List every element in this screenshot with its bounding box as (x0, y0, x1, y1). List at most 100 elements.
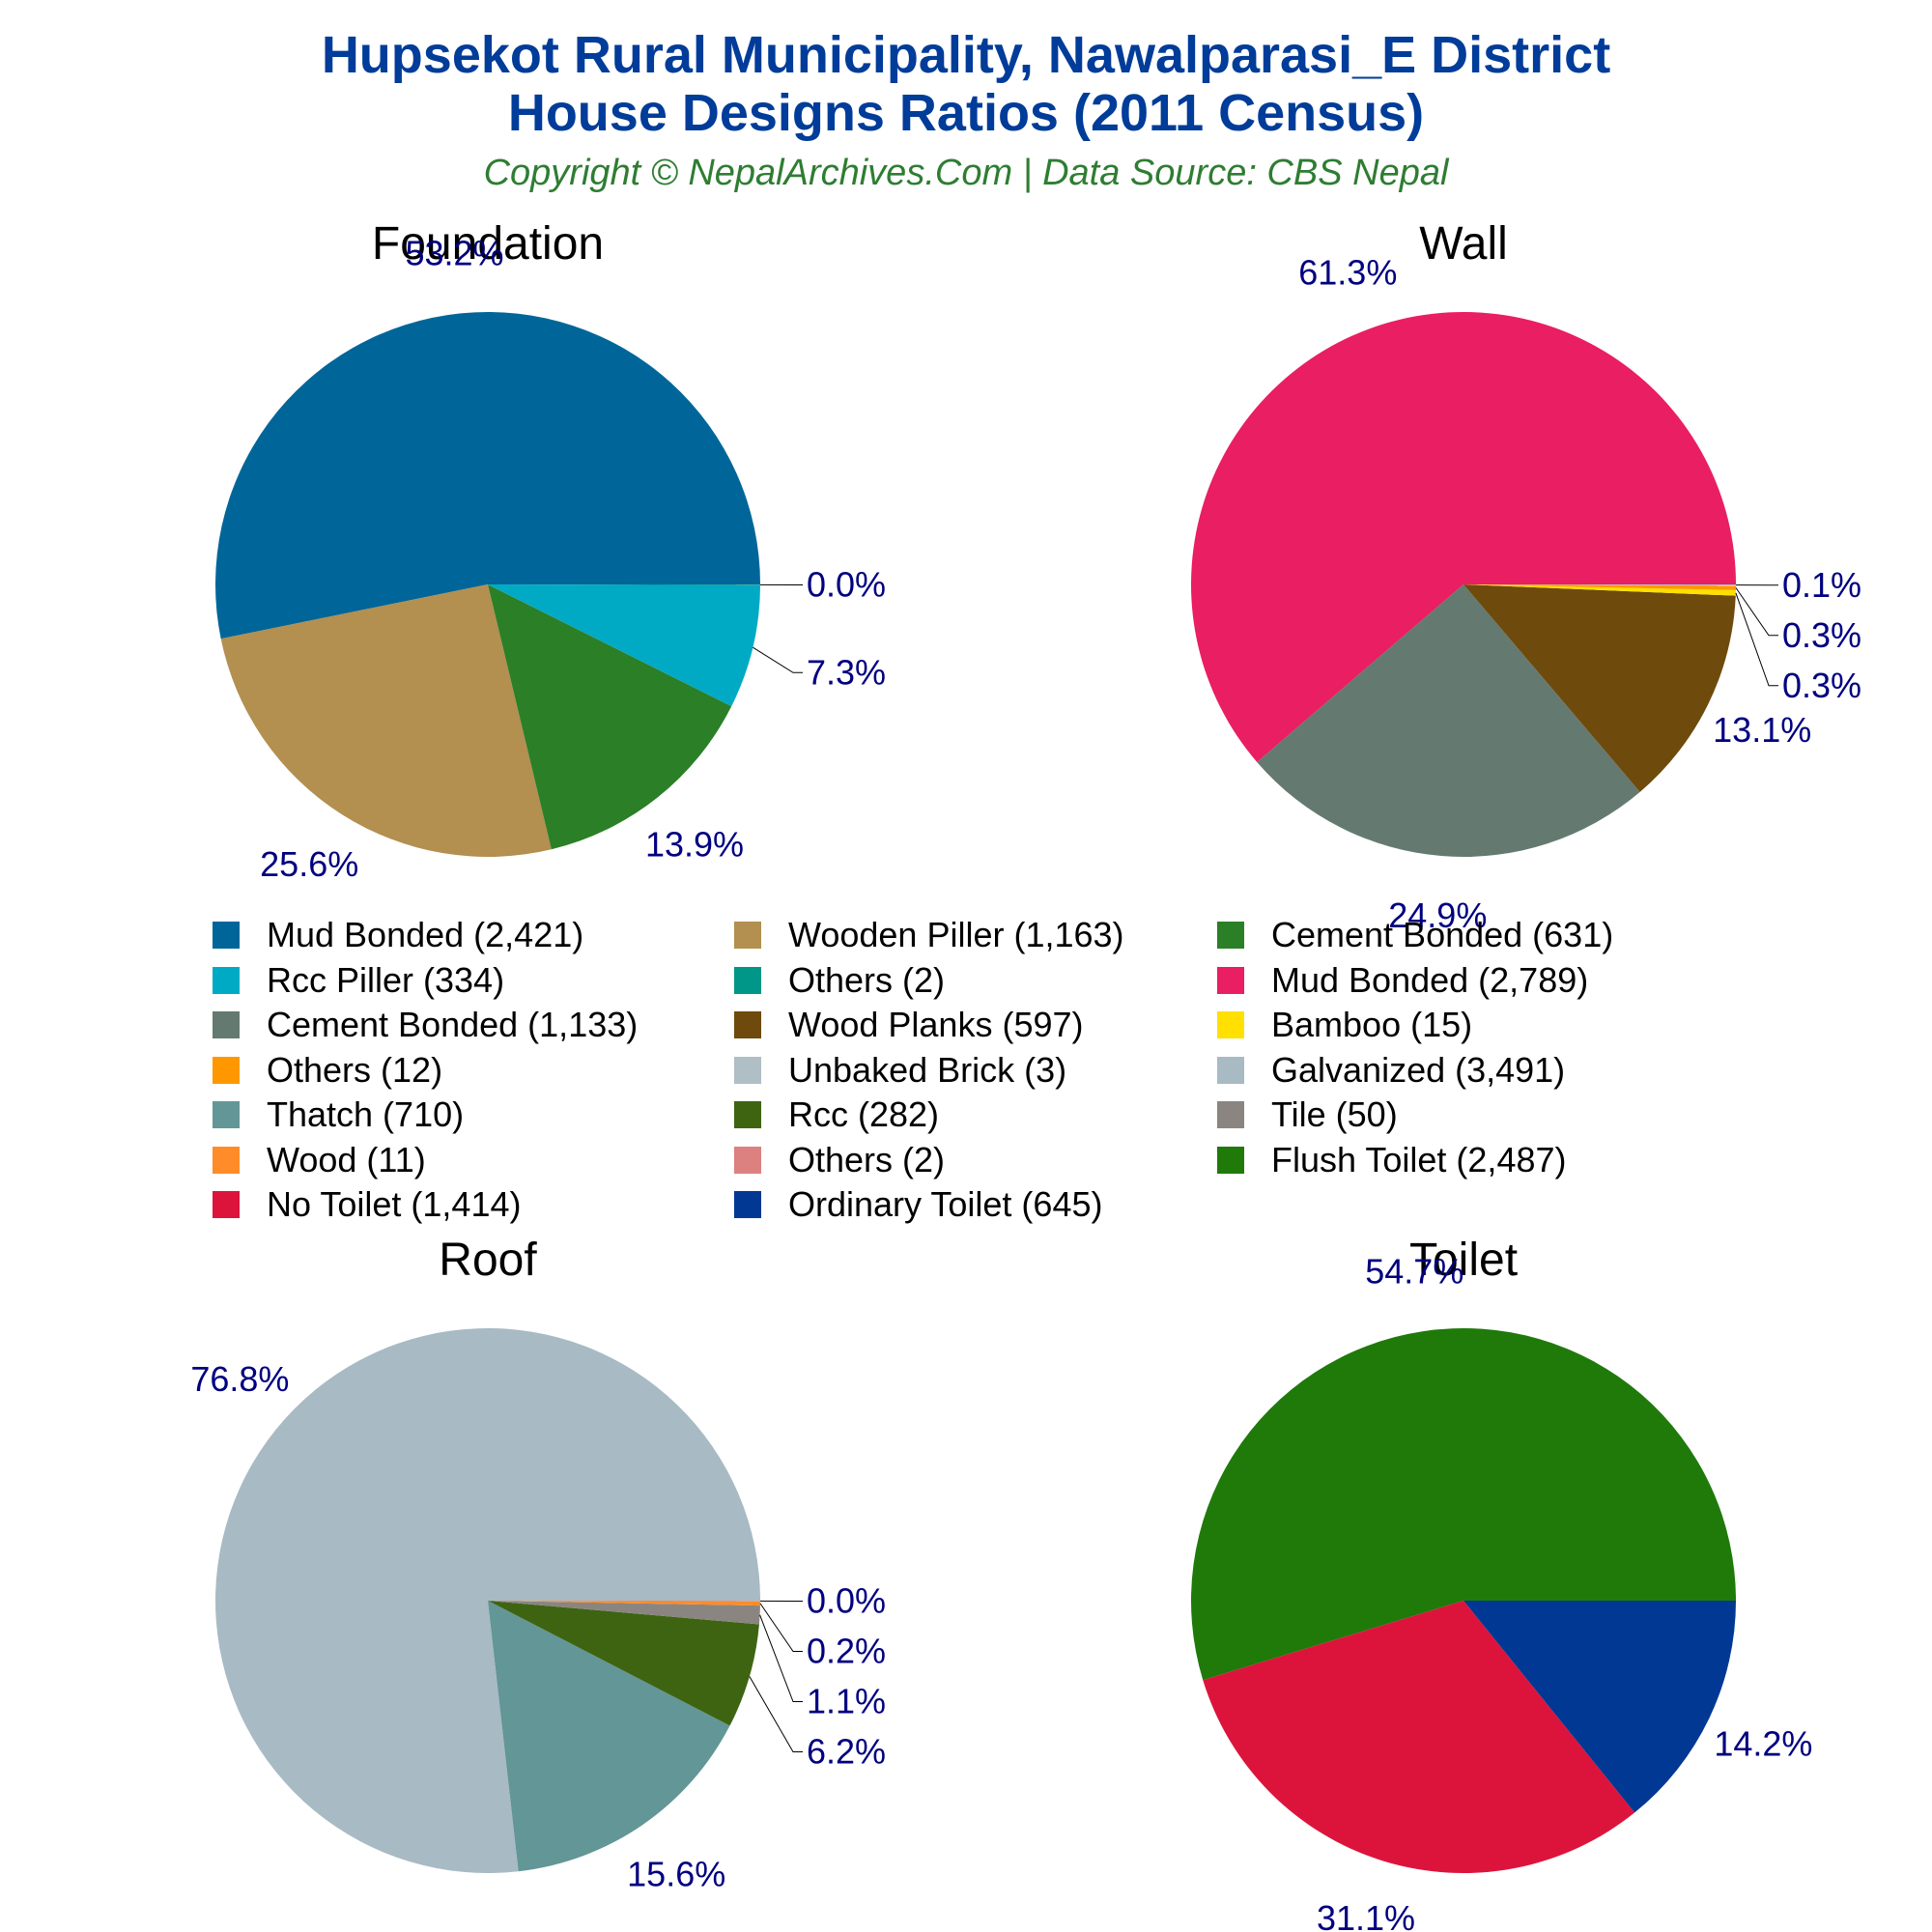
slice-percent-label: 7.3% (807, 652, 886, 692)
slice-percent-label: 0.3% (1782, 666, 1861, 705)
legend-item: Others (12) (213, 1048, 442, 1093)
pie-title: Wall (1419, 218, 1508, 270)
legend-label: Rcc (282) (788, 1094, 940, 1134)
pie-slice-no-toilet (1203, 1601, 1635, 1874)
slice-percent-label: 6.2% (807, 1732, 886, 1772)
legend-item: Tile (50) (1217, 1093, 1398, 1137)
pie-slice-wooden-piller (220, 584, 552, 857)
leader-line (749, 1676, 803, 1752)
leader-line (1735, 587, 1778, 637)
pie-wall: Wall 61.3% 24.9% 13.1% 0.1% 0.3% 0.3% (1191, 218, 1861, 935)
pie-slice-others (488, 1601, 761, 1602)
chart-subtitle: Copyright © NepalArchives.Com | Data Sou… (483, 153, 1449, 193)
pie-slice-mud-bonded (215, 312, 760, 639)
slice-percent-label: 0.0% (807, 1581, 886, 1621)
pie-roof: Roof 76.8% 15.6% 0.0% 0.2% 1.1% 6.2% (190, 1235, 886, 1893)
legend-item: Flush Toilet (2,487) (1217, 1138, 1567, 1182)
legend-swatch (213, 966, 240, 994)
pie-slice-bamboo (1463, 584, 1736, 596)
legend-label: Thatch (710) (267, 1094, 465, 1134)
legend-swatch (213, 1056, 240, 1084)
legend-swatch (213, 1191, 240, 1218)
pie-slice-rcc (488, 1601, 759, 1726)
legend-label: Ordinary Toilet (645) (788, 1184, 1103, 1224)
slice-percent-label: 13.9% (645, 824, 744, 864)
legend-swatch (213, 1101, 240, 1128)
legend-label: Mud Bonded (2,789) (1271, 959, 1589, 1000)
pie-slice-tile (488, 1601, 760, 1625)
slice-percent-label: 53.2% (405, 234, 503, 273)
legend-label: Wood Planks (597) (788, 1005, 1084, 1044)
legend-swatch (734, 922, 761, 949)
legend-swatch (734, 1011, 761, 1038)
legend-item: Rcc Piller (334) (213, 958, 504, 1003)
slice-percent-label: 31.1% (1317, 1898, 1415, 1932)
legend-swatch (734, 1146, 761, 1174)
chart-title-line-1: Hupsekot Rural Municipality, Nawalparasi… (321, 26, 1611, 84)
legend-label: Others (12) (267, 1049, 443, 1090)
legend-item: Ordinary Toilet (645) (734, 1182, 1102, 1227)
pie-slice-flush-toilet (1190, 1327, 1736, 1681)
pie-slice-wood (488, 1601, 760, 1606)
legend-item: Rcc (282) (734, 1093, 939, 1137)
legend-swatch (213, 1011, 240, 1038)
legend-label: Galvanized (3,491) (1271, 1049, 1566, 1090)
legend-swatch (1217, 1101, 1244, 1128)
legend-label: Cement Bonded (631) (1271, 915, 1614, 954)
pie-slice-cement-bonded (488, 584, 732, 850)
slice-percent-label: 76.8% (190, 1359, 289, 1399)
legend-swatch (1217, 1146, 1244, 1174)
leader-line (759, 1614, 803, 1702)
slice-percent-label: 24.9% (1388, 895, 1487, 935)
leader-line (759, 1603, 803, 1652)
legend-item: Mud Bonded (2,421) (213, 913, 583, 957)
legend-swatch (1217, 1056, 1244, 1084)
leader-line (753, 646, 803, 673)
slice-percent-label: 15.6% (627, 1854, 725, 1893)
slice-percent-label: 0.1% (1782, 565, 1861, 605)
legend-label: Mud Bonded (2,421) (267, 915, 584, 954)
legend-swatch (734, 1056, 761, 1084)
slice-percent-label: 61.3% (1298, 253, 1397, 293)
pie-title: Toilet (1409, 1235, 1518, 1286)
slice-percent-label: 0.0% (807, 565, 886, 605)
legend-item: Unbaked Brick (3) (734, 1048, 1066, 1093)
legend-label: Bamboo (15) (1271, 1005, 1473, 1044)
legend-label: Cement Bonded (1,133) (267, 1005, 639, 1044)
pie-slice-ordinary-toilet (1463, 1601, 1736, 1813)
pie-slice-wood-planks (1463, 584, 1736, 792)
legend-item: Thatch (710) (213, 1093, 464, 1137)
pie-slice-mud-bonded (1191, 311, 1736, 762)
legend-item: Galvanized (3,491) (1217, 1048, 1565, 1093)
legend-item: Wooden Piller (1,163) (734, 913, 1124, 957)
legend-item: Bamboo (15) (1217, 1003, 1472, 1047)
legend-swatch (213, 1146, 240, 1174)
legend-item: No Toilet (1,414) (213, 1182, 521, 1227)
pie-title: Foundation (372, 218, 604, 270)
legend-item: Others (2) (734, 958, 945, 1003)
slice-percent-label: 0.3% (1782, 615, 1861, 655)
legend-label: Others (2) (788, 1139, 946, 1179)
chart-title-line-2: House Designs Ratios (2011 Census) (507, 84, 1425, 142)
slice-percent-label: 54.7% (1365, 1252, 1463, 1292)
legend-label: Wooden Piller (1,163) (788, 915, 1124, 954)
legend-swatch (1217, 922, 1244, 949)
legend-swatch (213, 922, 240, 949)
legend-swatch (1217, 1011, 1244, 1038)
legend-item: Wood Planks (597) (734, 1003, 1084, 1047)
pie-slice-galvanized (214, 1327, 760, 1873)
pie-slice-others (488, 584, 761, 585)
legend-item: Others (2) (734, 1138, 945, 1182)
legend-label: Wood (11) (267, 1139, 426, 1179)
slice-percent-label: 13.1% (1713, 710, 1811, 750)
pie-slice-others (1463, 584, 1736, 590)
chart-header: Hupsekot Rural Municipality, Nawalparasi… (0, 0, 1932, 194)
legend-item: Mud Bonded (2,789) (1217, 958, 1588, 1003)
pie-slice-unbaked-brick (1463, 584, 1737, 586)
slice-percent-label: 0.2% (807, 1632, 886, 1671)
pie-slice-cement-bonded (1257, 584, 1640, 858)
legend-item: Wood (11) (213, 1138, 426, 1182)
legend-swatch (1217, 966, 1244, 994)
